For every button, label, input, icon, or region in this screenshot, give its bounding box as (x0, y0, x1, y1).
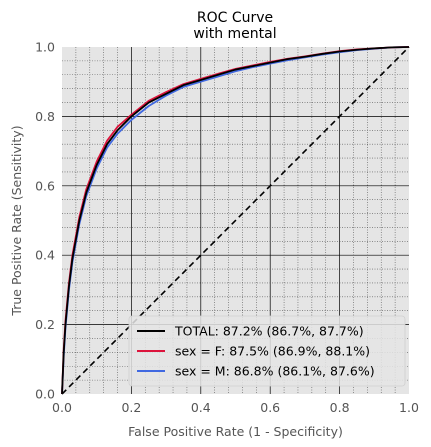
x-tick-label: 0.8 (330, 400, 350, 415)
series-line-0 (61, 46, 410, 395)
x-tick-label: 0.4 (191, 400, 211, 415)
y-tick-label: 0.2 (35, 317, 55, 332)
x-tick-label: 1.0 (399, 400, 419, 415)
y-tick-label: 0.8 (35, 109, 55, 124)
x-tick-label: 0.0 (52, 400, 72, 415)
series-lines (61, 46, 410, 395)
reference-diagonal-line (61, 46, 410, 395)
legend-entry: sex = M: 86.8% (86.1%, 87.6%) (175, 364, 375, 379)
chart-title-line: ROC Curve (197, 10, 273, 26)
x-tick-label: 0.6 (260, 400, 280, 415)
y-tick-labels: 0.0 0.2 0.4 0.6 0.8 1.0 (35, 40, 55, 402)
y-tick-label: 1.0 (35, 40, 55, 55)
legend-box (128, 315, 406, 387)
reference-diagonal (61, 46, 410, 395)
legend-entry: TOTAL: 87.2% (86.7%, 87.7%) (174, 324, 364, 339)
legend: TOTAL: 87.2% (86.7%, 87.7%) sex = F: 87.5… (128, 315, 406, 387)
y-tick-label: 0.6 (35, 178, 55, 193)
chart-title-line: with mental (193, 26, 276, 42)
y-axis-label: True Positive Rate (Sensitivity) (9, 125, 24, 316)
minor-grid (62, 47, 409, 394)
y-tick-label: 0.0 (35, 387, 55, 402)
x-tick-labels: 0.0 0.2 0.4 0.6 0.8 1.0 (52, 400, 419, 415)
legend-entry: sex = F: 87.5% (86.9%, 88.1%) (175, 344, 370, 359)
y-tick-label: 0.4 (35, 248, 55, 263)
x-tick-label: 0.2 (121, 400, 141, 415)
x-axis-label: False Positive Rate (1 - Specificity) (128, 424, 343, 439)
